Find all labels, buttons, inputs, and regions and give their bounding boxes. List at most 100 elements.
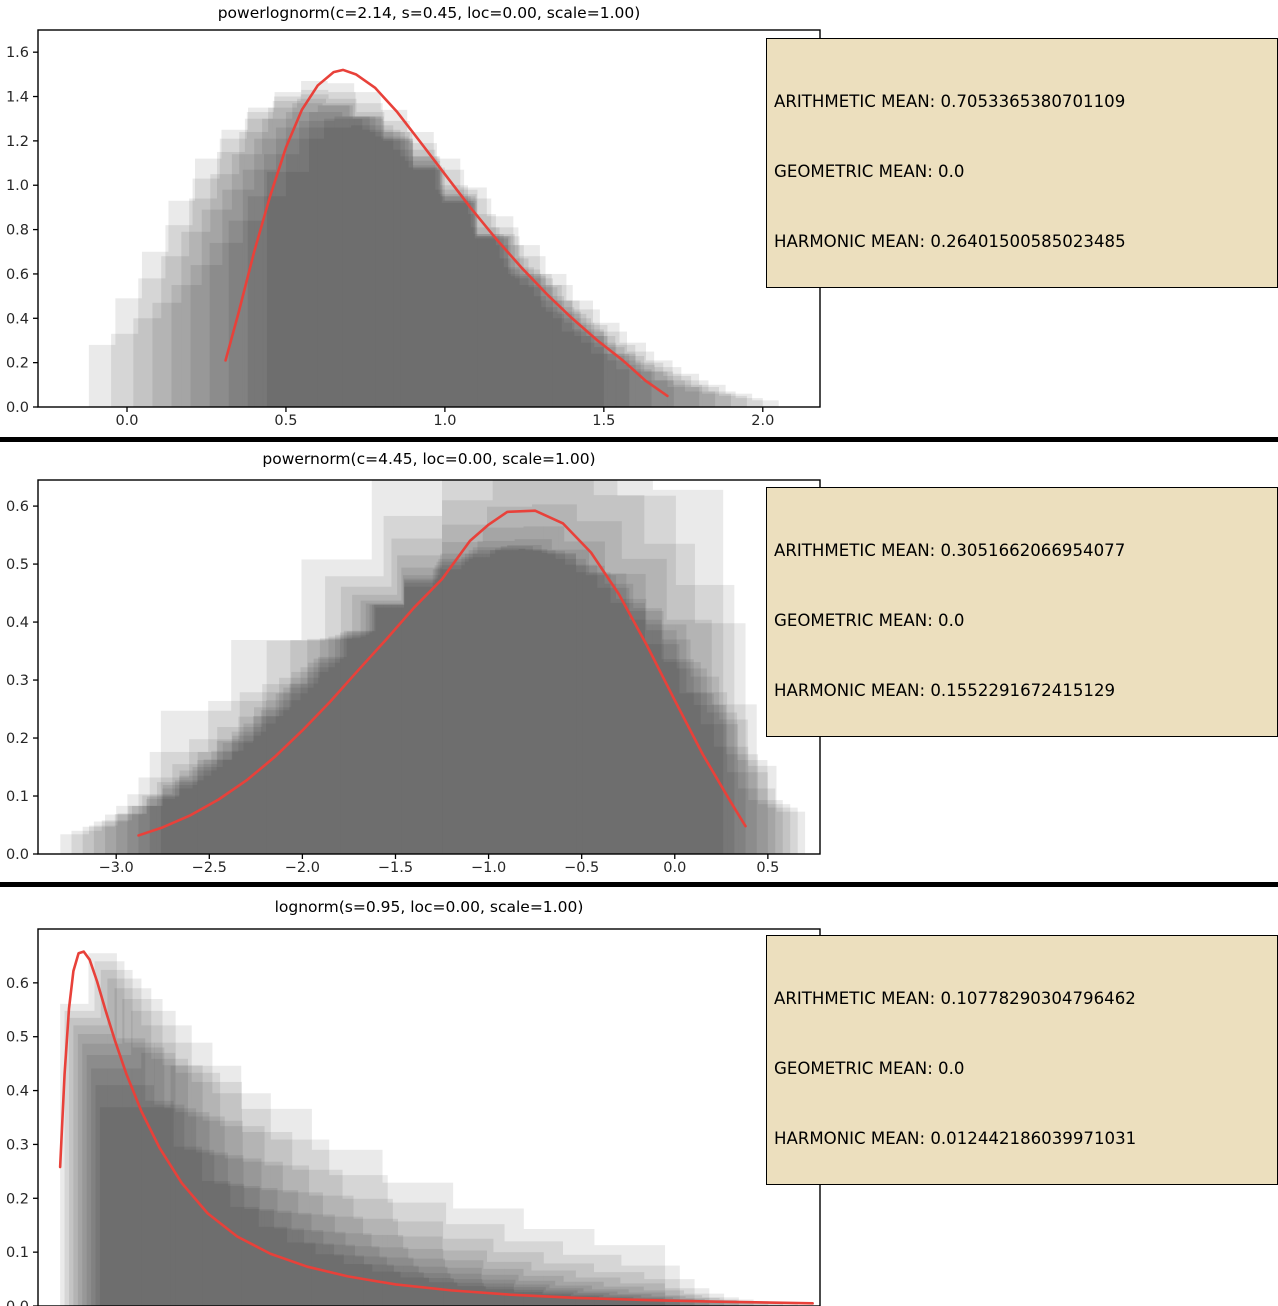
histogram-bar xyxy=(435,189,478,407)
histogram-bar xyxy=(86,1055,132,1306)
histogram-bar xyxy=(558,480,618,854)
panel-title-1: powerlognorm(c=2.14, s=0.45, loc=0.00, s… xyxy=(217,4,641,22)
histogram-bar xyxy=(164,1108,197,1306)
histogram-bar xyxy=(599,331,628,407)
histogram-bar xyxy=(138,278,166,407)
histogram-bar xyxy=(442,542,483,854)
histogram-bar xyxy=(533,296,565,407)
histogram-bar xyxy=(593,495,645,854)
histogram-bar xyxy=(503,267,534,407)
y-tick-label: 0.2 xyxy=(6,731,29,747)
histogram-bar xyxy=(555,558,586,854)
pdf-curve xyxy=(137,509,747,837)
histogram-bar xyxy=(413,167,445,407)
histogram-bar xyxy=(412,156,441,407)
histogram-bar xyxy=(412,165,442,407)
histogram-bar xyxy=(551,549,590,854)
histogram-bar xyxy=(645,624,687,854)
histogram-bar xyxy=(287,1242,316,1306)
histogram-bar xyxy=(693,704,726,854)
histogram-bar xyxy=(241,1132,293,1306)
histogram-bar xyxy=(776,811,806,854)
histogram-bar xyxy=(523,1228,595,1306)
histogram-bar xyxy=(594,1245,666,1306)
y-tick-label: 0.1 xyxy=(6,789,29,805)
histogram-bar xyxy=(443,200,474,407)
histogram-bar xyxy=(290,640,341,854)
histogram-bar xyxy=(573,1294,604,1306)
histogram-bar xyxy=(354,92,381,407)
histogram-bar xyxy=(82,826,115,854)
histogram-bar xyxy=(404,160,441,407)
histogram-bar xyxy=(666,619,712,854)
histogram-bar xyxy=(93,821,129,854)
histogram-bar xyxy=(127,794,173,854)
histogram-bar xyxy=(663,662,701,854)
histogram-bar xyxy=(453,1282,484,1306)
histogram-bar xyxy=(356,112,385,407)
histogram-bar xyxy=(238,716,280,854)
histogram-bar xyxy=(325,576,384,854)
histogram-bar xyxy=(141,251,169,407)
histogram-bar xyxy=(540,300,573,407)
histogram-bar xyxy=(626,611,664,854)
histogram-bar xyxy=(328,92,356,407)
histogram-bar xyxy=(557,313,587,407)
histogram-bar xyxy=(217,727,263,854)
histogram-bar xyxy=(203,759,233,854)
x-tick-label: 2.0 xyxy=(751,413,774,429)
histogram-bar xyxy=(211,750,244,854)
histogram-bar xyxy=(440,196,476,407)
histogram-bar xyxy=(349,116,382,407)
histogram-bar xyxy=(275,693,308,854)
histogram-bar xyxy=(443,1238,494,1306)
histogram-bar xyxy=(309,1195,354,1306)
histogram-bar xyxy=(574,336,608,407)
histogram-bar xyxy=(231,731,267,854)
histogram-bar xyxy=(209,242,243,407)
histogram-bar xyxy=(541,307,575,407)
histogram-bar xyxy=(100,969,133,1306)
histogram-bar xyxy=(242,169,276,407)
histogram-bar xyxy=(615,355,645,407)
panel-lognorm: lognorm(s=0.95, loc=0.00, scale=1.00) 0.… xyxy=(0,887,1278,1306)
histogram-bar xyxy=(445,1267,482,1306)
histogram-bar xyxy=(209,1155,244,1306)
histogram-bar xyxy=(617,495,676,854)
histogram-bar xyxy=(334,1255,364,1306)
pdf-curve xyxy=(58,950,814,1305)
histogram-bar xyxy=(539,273,567,407)
histogram-bar xyxy=(363,1264,394,1306)
histogram-bar xyxy=(307,662,340,854)
histogram-bar xyxy=(413,169,444,407)
histogram-bar xyxy=(432,569,462,854)
histogram-bar xyxy=(334,116,370,407)
histogram-bar xyxy=(322,1216,364,1306)
histogram-bar xyxy=(132,1047,165,1306)
histogram-bar xyxy=(661,659,694,854)
histogram-bar xyxy=(673,384,703,407)
histogram-bar xyxy=(258,1226,288,1306)
histogram-bar xyxy=(482,527,524,854)
histogram-bar xyxy=(91,1068,142,1306)
histogram-bar xyxy=(621,558,667,854)
histogram-bar xyxy=(184,1149,215,1306)
histogram-bar xyxy=(684,391,716,407)
histogram-bar xyxy=(309,112,343,407)
histogram-bar xyxy=(667,387,700,407)
histogram-bar xyxy=(371,480,443,854)
histogram-bar xyxy=(442,480,513,854)
histogram-bar xyxy=(352,118,383,407)
histogram-bar xyxy=(592,322,620,407)
y-tick-label: 0.1 xyxy=(6,1245,29,1261)
x-tick-label: −1.5 xyxy=(378,860,413,876)
histogram-bar xyxy=(495,245,524,407)
histogram-bar xyxy=(124,1042,155,1306)
histogram-bar xyxy=(375,607,405,854)
histogram-bar xyxy=(589,573,627,854)
histogram-bar xyxy=(88,953,117,1306)
histogram-bar xyxy=(561,331,604,407)
histogram-bar xyxy=(232,735,261,854)
stat-line-arithmetic-mean: ARITHMETIC MEAN: 0.10778290304796462 xyxy=(774,989,1136,1009)
histogram-bar xyxy=(372,604,405,854)
